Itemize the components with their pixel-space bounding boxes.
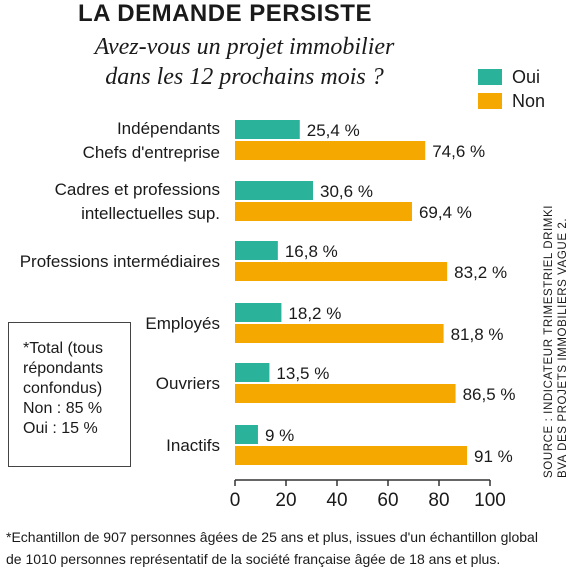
legend-swatch-oui: [478, 69, 502, 85]
bar-oui-0: [235, 120, 300, 139]
category-label-5-0: Inactifs: [166, 436, 220, 455]
value-label-oui-1: 30,6 %: [320, 182, 373, 201]
x-tick-label-0: 0: [230, 490, 241, 511]
x-tick-label-4: 80: [428, 490, 449, 511]
value-label-oui-0: 25,4 %: [307, 121, 360, 140]
total-note-box: *Total (tous répondants confondus) Non :…: [8, 322, 131, 467]
subtitle-line-1: Avez-vous un projet immobilier: [94, 34, 395, 60]
x-tick-label-3: 60: [377, 490, 398, 511]
note-line-3: confondus): [23, 380, 103, 397]
category-label-2-0: Professions intermédiaires: [20, 252, 220, 271]
value-label-oui-5: 9 %: [265, 426, 294, 445]
bar-non-2: [235, 262, 448, 281]
value-label-non-1: 69,4 %: [419, 203, 472, 222]
note-line-4: Non : 85 %: [23, 400, 103, 417]
bar-oui-1: [235, 181, 314, 200]
legend-label-oui: Oui: [512, 66, 541, 87]
legend-swatch-non: [478, 93, 502, 109]
category-label-1-0: Cadres et professions: [55, 180, 220, 199]
value-label-oui-4: 13,5 %: [276, 364, 329, 383]
bar-oui-5: [235, 425, 258, 444]
x-tick-label-5: 100: [474, 490, 506, 511]
legend-label-non: Non: [512, 90, 546, 111]
value-label-oui-2: 16,8 %: [285, 242, 338, 261]
chart-subtitle: Avez-vous un projet immobilier dans les …: [0, 32, 569, 92]
footnote-line-1: *Echantillon de 907 personnes âgées de 2…: [6, 529, 538, 545]
bar-oui-3: [235, 303, 282, 322]
legend-item-oui: Oui: [478, 66, 545, 88]
bar-non-1: [235, 202, 412, 221]
value-label-non-4: 86,5 %: [463, 385, 516, 404]
category-label-0-1: Chefs d'entreprise: [83, 143, 220, 162]
bar-non-0: [235, 141, 426, 160]
category-label-4-0: Ouvriers: [156, 374, 220, 393]
bar-non-3: [235, 324, 444, 343]
source-note: SOURCE : INDICATEUR TRIMESTRIEL DRIMKI B…: [542, 178, 569, 478]
x-tick-label-2: 40: [326, 490, 347, 511]
value-label-oui-3: 18,2 %: [288, 304, 341, 323]
value-label-non-2: 83,2 %: [454, 263, 507, 282]
value-label-non-3: 81,8 %: [451, 325, 504, 344]
footnote-line-2: de 1010 personnes représentatif de la so…: [6, 551, 501, 567]
bar-non-5: [235, 446, 468, 465]
note-line-2: répondants: [23, 360, 104, 377]
note-line-5: Oui : 15 %: [23, 420, 98, 437]
bar-oui-4: [235, 363, 270, 382]
source-line-2: BVA DES PROJETS IMMOBILIERS VAGUE 2.: [557, 217, 569, 478]
x-tick-label-1: 20: [275, 490, 296, 511]
category-label-3-0: Employés: [145, 314, 220, 333]
bar-non-4: [235, 384, 456, 403]
footnote: *Echantillon de 907 personnes âgées de 2…: [6, 526, 566, 570]
chart-title: LA DEMANDE PERSISTE: [78, 0, 372, 27]
subtitle-line-2: dans les 12 prochains mois ?: [105, 64, 384, 90]
legend: Oui Non: [478, 66, 545, 114]
source-line-1: SOURCE : INDICATEUR TRIMESTRIEL DRIMKI: [543, 204, 555, 478]
category-label-1-1: intellectuelles sup.: [81, 204, 220, 223]
value-label-non-0: 74,6 %: [432, 142, 485, 161]
value-label-non-5: 91 %: [474, 447, 513, 466]
category-label-0-0: Indépendants: [117, 119, 220, 138]
bar-oui-2: [235, 241, 278, 260]
note-line-1: *Total (tous: [23, 340, 104, 357]
legend-item-non: Non: [478, 90, 545, 112]
